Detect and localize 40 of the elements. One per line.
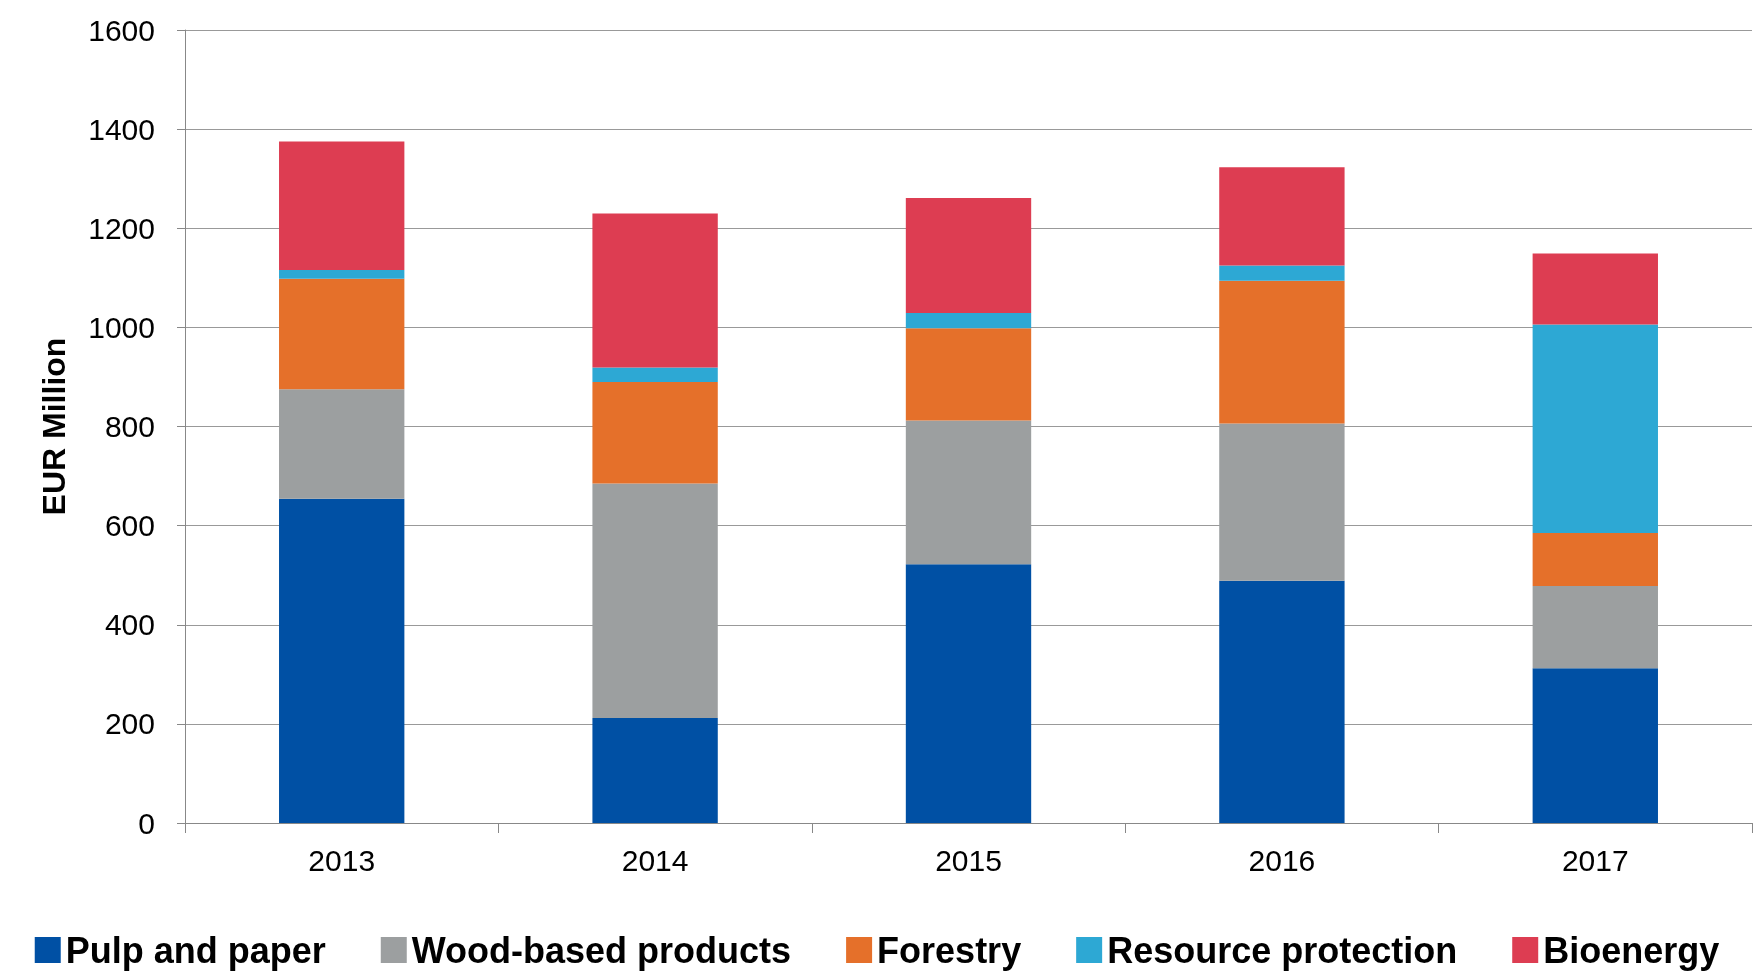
bar <box>279 278 405 390</box>
y-tick-label: 1600 <box>88 13 155 47</box>
bar <box>592 213 718 368</box>
x-tick-label: 2013 <box>308 843 376 877</box>
bar <box>1532 253 1658 325</box>
x-tick-label: 2017 <box>1561 843 1629 877</box>
y-tick-label: 1000 <box>88 310 155 344</box>
bar <box>1532 324 1658 534</box>
y-tick-label: 0 <box>138 806 155 840</box>
y-axis-title: EUR Million <box>36 337 72 516</box>
y-tick-label: 400 <box>104 608 155 642</box>
x-tick-label: 2015 <box>935 843 1002 877</box>
bar <box>279 269 405 279</box>
bar <box>1532 533 1658 587</box>
legend-label: Resource protection <box>1107 929 1458 971</box>
y-tick-label: 200 <box>104 707 155 741</box>
y-tick-label: 1200 <box>88 211 155 245</box>
bar <box>592 381 718 484</box>
y-tick-label: 600 <box>104 509 155 543</box>
y-tick-label: 1400 <box>88 112 155 146</box>
legend-label: Forestry <box>877 929 1022 971</box>
bar <box>1532 668 1658 823</box>
bar <box>1219 580 1345 823</box>
legend-label: Wood-based products <box>411 929 792 971</box>
bar <box>1219 265 1345 281</box>
legend-label: Bioenergy <box>1543 929 1720 971</box>
bar <box>905 564 1032 823</box>
bar <box>279 498 405 823</box>
legend-label: Pulp and paper <box>65 929 326 971</box>
x-tick-label: 2016 <box>1248 843 1316 877</box>
bar <box>905 313 1032 329</box>
bar <box>905 198 1032 313</box>
bar <box>1219 280 1345 424</box>
x-tick-label: 2014 <box>621 843 689 877</box>
bar <box>905 328 1032 421</box>
bar <box>592 367 718 382</box>
bar <box>592 717 718 823</box>
bar <box>1219 167 1345 266</box>
bar <box>279 141 405 270</box>
y-tick-label: 800 <box>104 410 155 443</box>
